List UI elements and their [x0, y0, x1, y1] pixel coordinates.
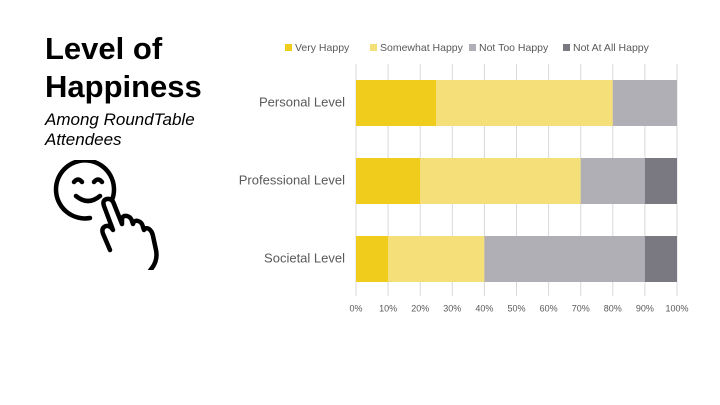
x-tick-label: 80%	[604, 303, 622, 313]
bar-segment	[484, 236, 645, 282]
bar-segment	[356, 80, 437, 126]
bar-segment	[436, 80, 613, 126]
y-tick-label: Societal Level	[264, 250, 345, 265]
bar-segment	[612, 80, 677, 126]
bar-segment	[580, 158, 645, 204]
x-tick-label: 50%	[507, 303, 525, 313]
x-tick-label: 100%	[665, 303, 688, 313]
legend-swatch	[563, 44, 570, 51]
x-tick-label: 60%	[540, 303, 558, 313]
x-tick-label: 10%	[379, 303, 397, 313]
y-tick-label: Professional Level	[239, 172, 345, 187]
bar-segment	[644, 158, 677, 204]
smiley-hand-icon	[53, 160, 159, 270]
y-tick-label: Personal Level	[259, 94, 345, 109]
slide-subtitle: Among RoundTable Attendees	[45, 110, 195, 149]
legend-label: Not Too Happy	[479, 42, 549, 54]
x-tick-label: 70%	[572, 303, 590, 313]
x-tick-label: 90%	[636, 303, 654, 313]
x-tick-label: 40%	[475, 303, 493, 313]
slide-title: Level of Happiness	[45, 31, 202, 104]
bar-segment	[356, 236, 389, 282]
legend-swatch	[469, 44, 476, 51]
bar-segment	[388, 236, 485, 282]
x-tick-label: 0%	[349, 303, 362, 313]
bar-segment	[420, 158, 581, 204]
legend-label: Not At All Happy	[573, 42, 650, 54]
legend-label: Very Happy	[295, 42, 350, 54]
legend-swatch	[370, 44, 377, 51]
legend-label: Somewhat Happy	[380, 42, 464, 54]
bar-segment	[644, 236, 677, 282]
x-tick-label: 30%	[443, 303, 461, 313]
legend-swatch	[285, 44, 292, 51]
bar-segment	[356, 158, 421, 204]
x-tick-label: 20%	[411, 303, 429, 313]
